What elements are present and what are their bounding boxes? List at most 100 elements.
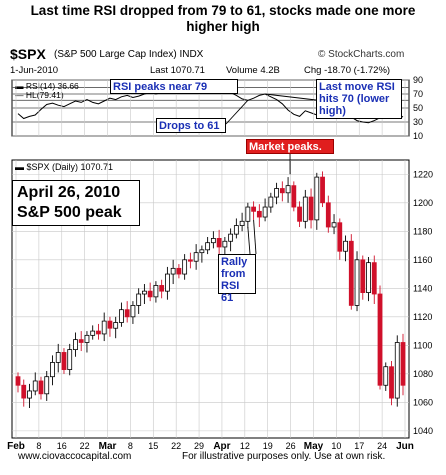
- candle-body: [233, 225, 239, 235]
- annotation-rally-from-rsi-61: Rally from RSI 61: [218, 254, 256, 304]
- x-tick-label: Jun: [396, 441, 414, 452]
- candle-body: [193, 252, 199, 262]
- x-tick-label: 29: [194, 441, 204, 451]
- candle-body: [113, 322, 119, 329]
- price-tick-label: 1040: [413, 426, 433, 436]
- rsi-tick-label: 30: [413, 117, 423, 127]
- candle-body: [354, 259, 360, 306]
- annotation-drops-to-61: Drops to 61: [156, 118, 226, 133]
- candle-body: [50, 362, 55, 378]
- rsi-tick-label: 70: [413, 89, 423, 99]
- candle-body: [360, 259, 366, 293]
- candle-body: [297, 206, 302, 222]
- price-tick-label: 1120: [413, 312, 432, 322]
- candle-body: [78, 339, 84, 343]
- peak-name-label: S&P 500 peak: [17, 204, 122, 221]
- date-label: 1-Jun-2010: [10, 65, 59, 76]
- x-tick-label: 26: [286, 441, 296, 451]
- candle-body: [130, 305, 136, 318]
- price-tick-label: 1060: [413, 397, 433, 407]
- index-name-label: (S&P 500 Large Cap Index) INDX: [54, 49, 204, 60]
- candle-body: [187, 259, 193, 262]
- x-tick-label: 12: [240, 441, 250, 451]
- candle-body: [239, 220, 245, 226]
- candle-body: [337, 222, 343, 252]
- candle-body: [165, 273, 170, 292]
- candle-body: [84, 334, 90, 343]
- x-tick-label: Feb: [7, 441, 25, 452]
- footer-site: www.ciovaccocapital.com: [18, 451, 132, 462]
- candle-body: [55, 352, 61, 363]
- candle-body: [285, 185, 291, 194]
- rsi-tick-label: 90: [413, 75, 423, 85]
- candle-body: [377, 293, 383, 386]
- candle-body: [101, 320, 107, 335]
- candle-body: [279, 188, 285, 194]
- x-tick-label: Mar: [99, 441, 117, 452]
- candle-body: [331, 222, 337, 228]
- candle-body: [245, 206, 251, 222]
- candle-body: [262, 206, 268, 218]
- candle-body: [366, 262, 371, 293]
- candle-body: [268, 196, 274, 208]
- candle-body: [159, 285, 165, 292]
- hl-legend-label: — HL(79.41): [15, 90, 64, 100]
- candle-body: [222, 240, 228, 248]
- candle-body: [136, 293, 142, 306]
- candle-body: [400, 342, 406, 386]
- x-tick-label: 16: [57, 441, 67, 451]
- candle-body: [291, 185, 297, 208]
- candle-body: [256, 210, 262, 218]
- candle-body: [32, 380, 38, 392]
- candle-body: [61, 352, 67, 370]
- x-tick-label: 15: [148, 441, 158, 451]
- price-tick-label: 1200: [413, 198, 433, 208]
- candle-body: [170, 267, 176, 275]
- chart-title-line-1: Last time RSI dropped from 79 to 61, sto…: [30, 3, 416, 18]
- candle-body: [142, 290, 147, 295]
- price-tick-label: 1080: [413, 369, 433, 379]
- x-tick-label: 17: [354, 441, 364, 451]
- candle-body: [383, 366, 389, 386]
- x-tick-label: 22: [80, 441, 90, 451]
- symbol-label: $SPX: [10, 46, 46, 62]
- x-tick-label: Apr: [213, 441, 230, 452]
- chart-title-line-2: higher high: [186, 19, 260, 34]
- price-tick-label: 1220: [413, 169, 433, 179]
- price-tick-label: 1140: [413, 283, 432, 293]
- candle-body: [27, 390, 32, 399]
- x-tick-label: 19: [263, 441, 273, 451]
- price-legend-label: ▬ $SPX (Daily) 1070.71: [15, 162, 113, 172]
- annotation-rsi-peaks: RSI peaks near 79: [110, 79, 238, 94]
- candle-body: [67, 349, 73, 370]
- x-tick-label: 10: [331, 441, 341, 451]
- price-tick-label: 1160: [413, 255, 432, 265]
- annotation-last-move-rsi: Last move RSI hits 70 (lower high): [316, 79, 402, 119]
- candle-body: [348, 240, 354, 306]
- footer-disclaimer: For illustrative purposes only. Use at o…: [182, 451, 386, 462]
- price-tick-label: 1100: [413, 340, 432, 350]
- volume-label: Volume 4.2B: [226, 65, 280, 76]
- candle-body: [371, 262, 377, 295]
- candle-body: [44, 376, 50, 395]
- candle-body: [343, 240, 348, 252]
- stockcharts-credit: © StockCharts.com: [318, 49, 405, 60]
- x-tick-label: 24: [377, 441, 387, 451]
- candle-body: [325, 202, 331, 228]
- candle-body: [394, 342, 400, 399]
- price-tick-label: 1180: [413, 226, 432, 236]
- rsi-legend-label: ▬ RSI(14) 36.66: [15, 81, 79, 91]
- candle-body: [228, 233, 234, 242]
- candle-body: [38, 380, 44, 395]
- candle-body: [73, 339, 78, 351]
- last-price-label: Last 1070.71: [150, 65, 205, 76]
- candle-body: [216, 238, 222, 248]
- candle-body: [389, 366, 394, 399]
- x-tick-label: May: [304, 441, 324, 452]
- candle-body: [302, 196, 308, 222]
- candle-body: [176, 267, 182, 275]
- candle-body: [182, 259, 188, 275]
- rsi-tick-label: 50: [413, 103, 423, 113]
- x-tick-label: 8: [128, 441, 133, 451]
